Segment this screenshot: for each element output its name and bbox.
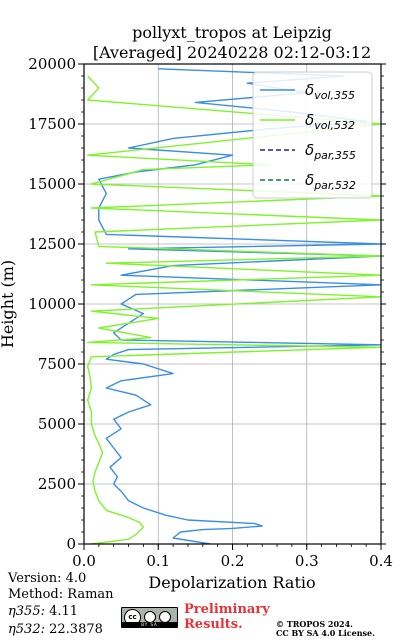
preliminary-line-1: Preliminary [184,602,270,617]
legend-label-subscript: vol,355 [314,89,355,102]
y-tick-label: 10000 [28,295,76,313]
cc-strip: BY SA [122,622,177,627]
chart-title-line-1: pollyxt_tropos at Leipzig [132,23,332,42]
chart-title: pollyxt_tropos at Leipzig [Averaged] 202… [93,23,371,62]
y-axis-label: Height (m) [0,260,17,348]
chart-title-line-2: [Averaged] 20240228 02:12-03:12 [93,43,371,62]
eta355-row: η355: 4.11 [8,603,79,620]
eta532-row: η532: 22.3878 [8,621,103,638]
method-label: Method: Raman [8,587,114,602]
y-tick-label: 5000 [38,415,76,433]
legend-label-subscript: par,532 [313,179,356,192]
copyright-line-2: CC BY SA 4.0 License. [276,628,375,638]
preliminary-notice: Preliminary Results. [184,602,270,632]
x-axis-label: Depolarization Ratio [148,573,315,592]
y-tick-label: 0 [66,535,76,553]
x-tick-label: 0.0 [72,552,96,570]
series-group [87,68,381,544]
x-tick-label: 0.1 [146,552,170,570]
legend-box [252,71,373,199]
y-tick-label: 12500 [28,235,76,253]
x-tick-labels: 0.0 0.1 0.2 0.3 0.4 [72,552,393,570]
eta532-label: η532: [8,622,45,637]
series-line-vol355 [98,68,381,544]
y-tick-labels: 0 2500 5000 7500 10000 12500 15000 17500 20000 [28,55,76,553]
series-layer [87,68,381,544]
axis-ticks [78,63,386,550]
cc-license-badge: cc BY SA [121,607,178,628]
version-label: Version: 4.0 [8,571,87,586]
eta532-value: 22.3878 [49,622,103,637]
x-tick-label: 0.3 [295,552,319,570]
eta355-label: η355: [8,604,45,619]
copyright-line-1: © TROPOS 2024. [276,619,353,629]
series-line-vol532 [87,75,381,544]
preliminary-line-2: Results. [184,617,243,632]
legend-label-subscript: vol,532 [314,119,355,132]
y-tick-label: 7500 [38,355,76,373]
x-tick-label: 0.2 [221,552,245,570]
eta355-value: 4.11 [49,604,79,619]
y-tick-label: 17500 [28,115,76,133]
y-tick-label: 20000 [28,55,76,73]
legend-label-subscript: par,355 [313,149,356,162]
y-tick-label: 15000 [28,175,76,193]
y-tick-label: 2500 [38,475,76,493]
copyright-notice: © TROPOS 2024. CC BY SA 4.0 License. [276,620,375,638]
x-tick-label: 0.4 [369,552,393,570]
